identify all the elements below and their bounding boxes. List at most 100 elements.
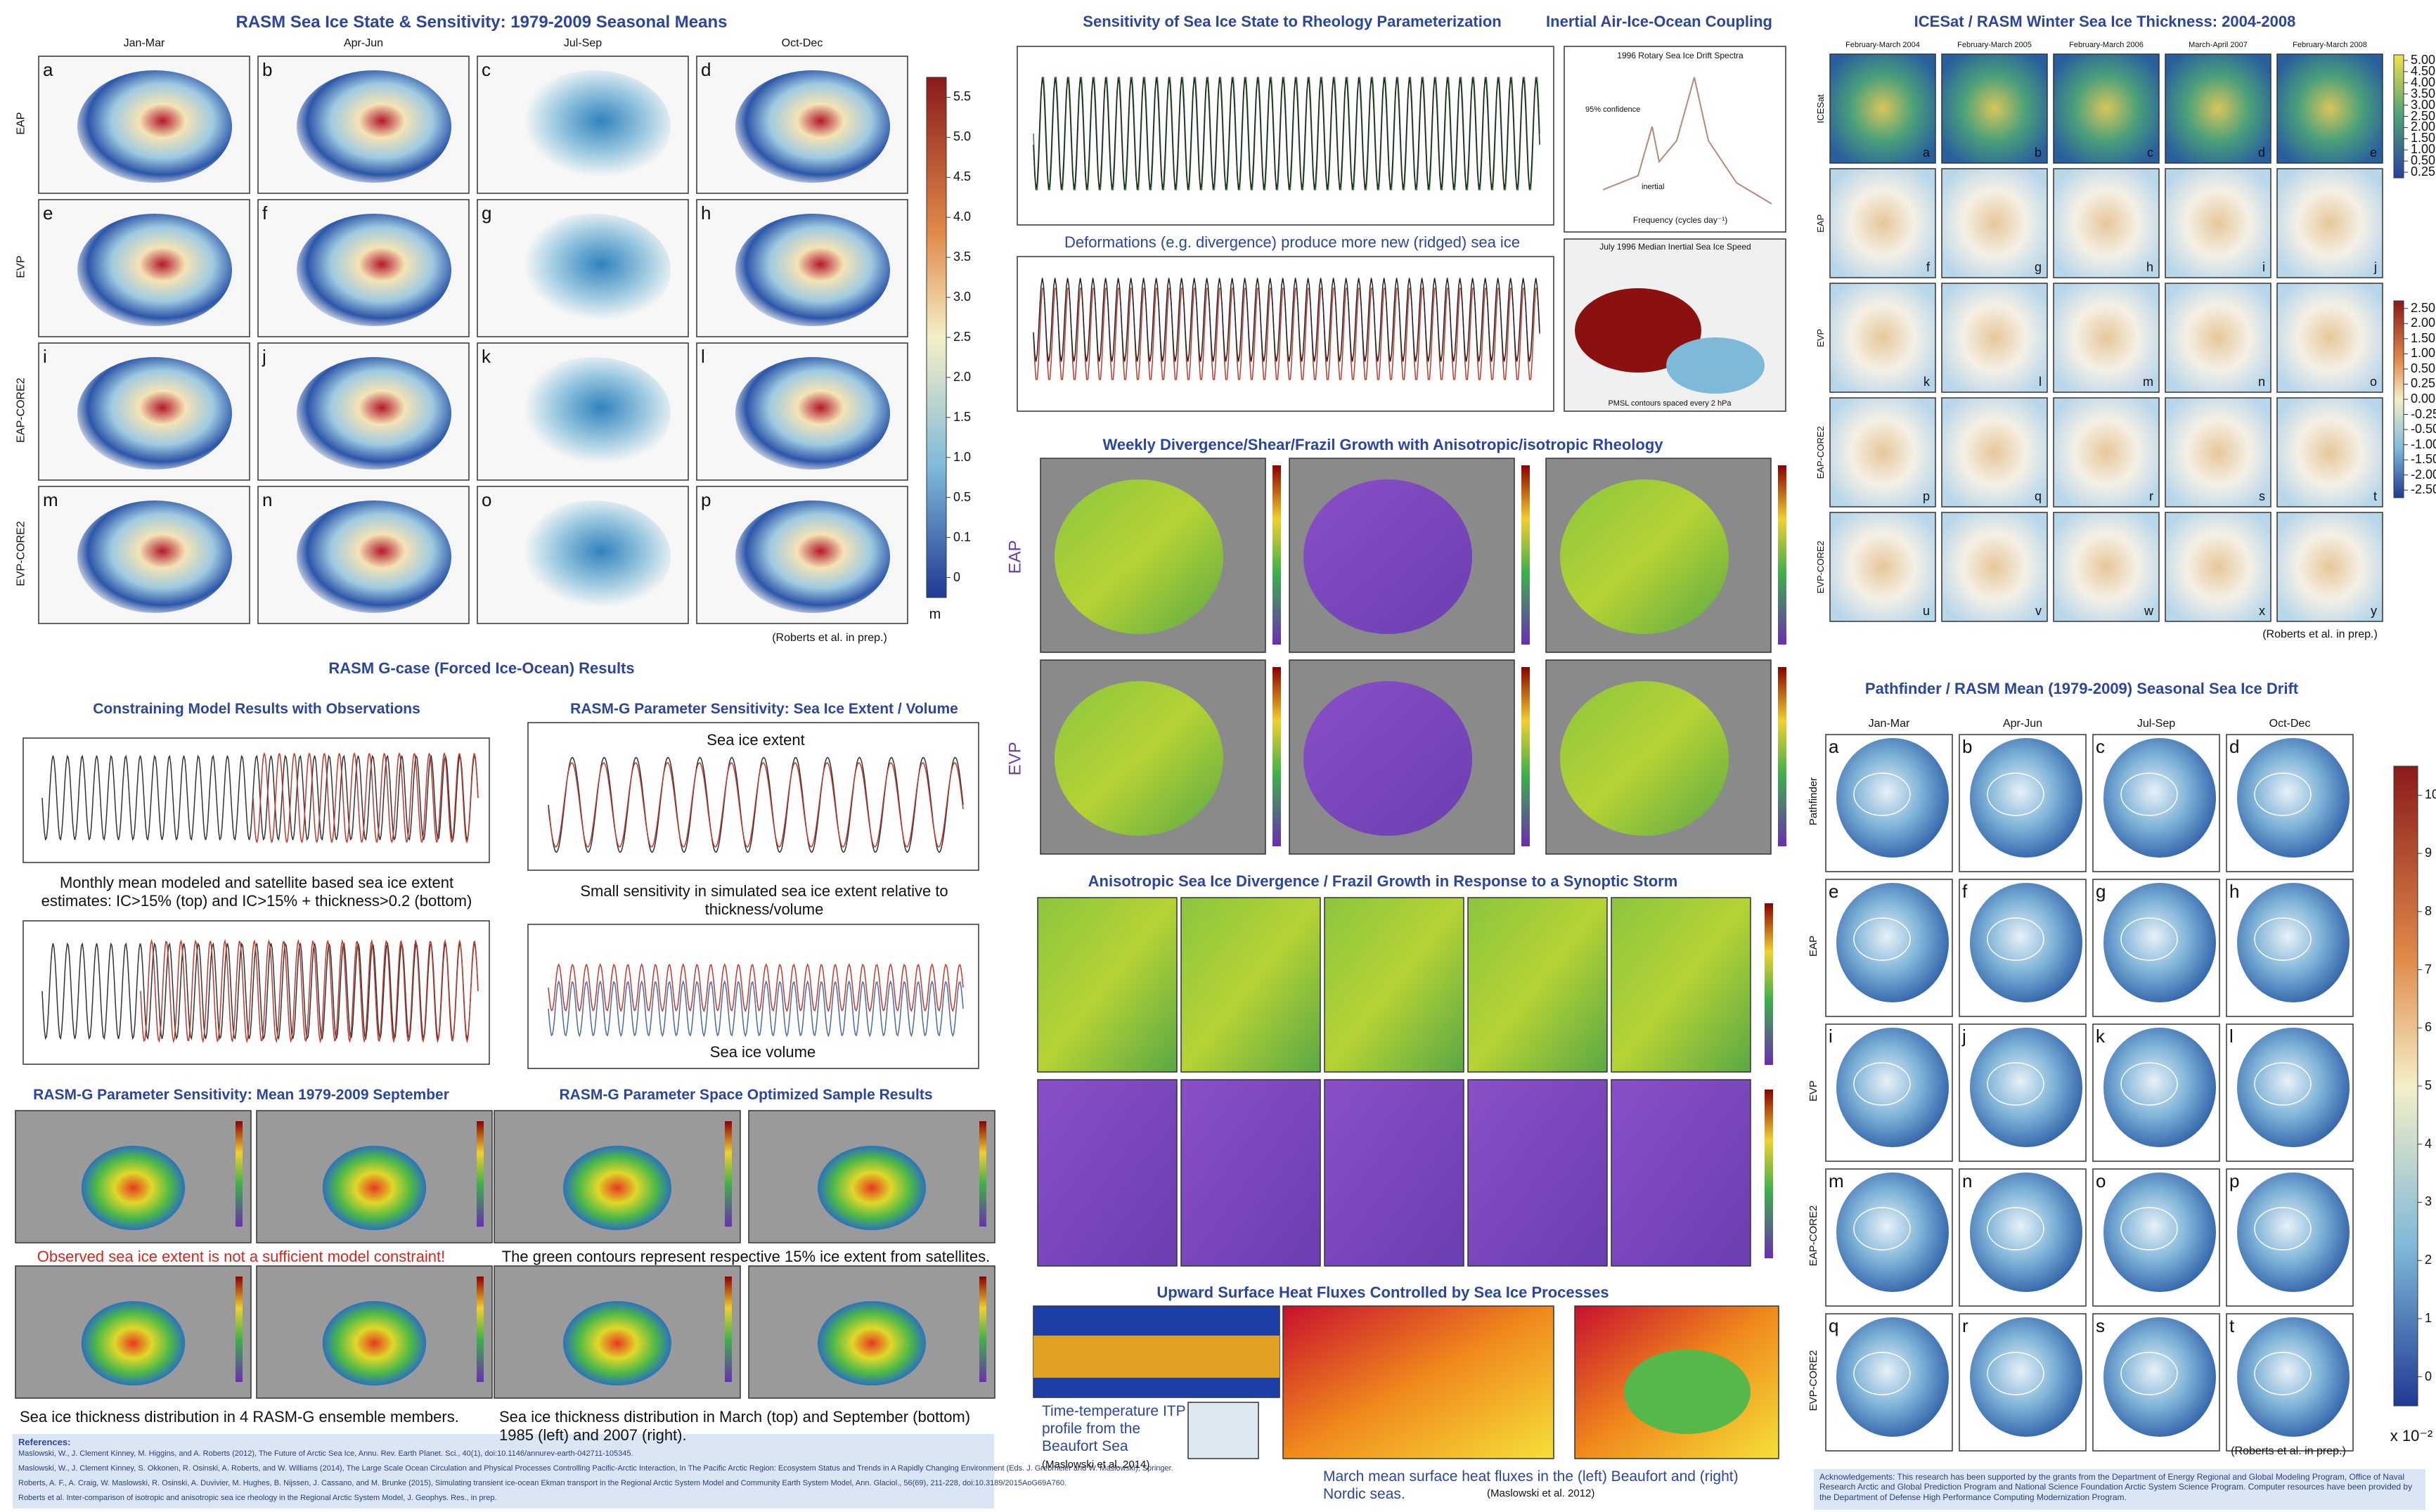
panel-label: n xyxy=(1962,1170,1983,1192)
column-label: Jan-Mar xyxy=(39,37,250,50)
map-field xyxy=(818,1301,926,1385)
row-label: EVP xyxy=(1815,296,1826,380)
column-label: February-March 2006 xyxy=(2051,41,2162,50)
map-colorbar xyxy=(979,1277,986,1382)
panel-label: f xyxy=(262,202,283,224)
panel-label: q xyxy=(1829,1315,1850,1337)
map-panel xyxy=(1325,1080,1464,1266)
panel-label: m xyxy=(43,489,64,511)
map-field xyxy=(77,357,232,470)
map-panel xyxy=(1038,1080,1177,1266)
map-field xyxy=(516,500,671,613)
map-panel xyxy=(1283,1306,1554,1459)
section-title: RASM-G Parameter Space Optimized Sample … xyxy=(500,1086,992,1104)
map-field xyxy=(77,214,232,326)
colorbar-label: 2.00 xyxy=(2411,316,2436,331)
caption: Time-temperature ITP profile from the Be… xyxy=(1042,1402,1190,1456)
panel-label: g xyxy=(482,202,503,224)
row-label: EVP xyxy=(1807,1049,1820,1133)
panel-label: p xyxy=(701,489,722,511)
panel-label: l xyxy=(2021,375,2042,390)
chart-image xyxy=(1564,46,1786,232)
poster: RASM Sea Ice State & Sensitivity: 1979-2… xyxy=(0,0,2436,1512)
panel-label: r xyxy=(2132,489,2153,505)
reference: Maslowski, W., J. Clement Kinney, M. Hig… xyxy=(18,1449,988,1459)
map-field xyxy=(735,214,890,326)
colorbar-label: 0.00 xyxy=(2411,392,2436,407)
caption: Monthly mean modeled and satellite based… xyxy=(39,874,475,911)
chart-title: July 1996 Median Inertial Sea Ice Speed xyxy=(1570,242,1781,252)
section-title: RASM G-case (Forced Ice-Ocean) Results xyxy=(130,659,833,678)
panel-label: c xyxy=(2096,736,2117,758)
map-field xyxy=(1055,479,1223,634)
map-colorbar xyxy=(1765,1090,1773,1258)
colorbar-label: -1.00 xyxy=(2411,437,2436,453)
panel-label: f xyxy=(1909,260,1930,276)
panel-label: s xyxy=(2096,1315,2117,1337)
section-title: Anisotropic Sea Ice Divergence / Frazil … xyxy=(1031,872,1734,891)
colorbar-label: 9 xyxy=(2425,846,2436,861)
panel-label: h xyxy=(2132,260,2153,276)
colorbar-label: 1 xyxy=(2425,1311,2436,1326)
map-field xyxy=(297,70,451,183)
map-colorbar xyxy=(1272,667,1281,846)
column-label: March-April 2007 xyxy=(2163,41,2274,50)
reference: Roberts et al. Inter-comparison of isotr… xyxy=(18,1494,988,1503)
map-field xyxy=(1970,738,2082,858)
column-label: February-March 2008 xyxy=(2274,41,2385,50)
row-label: EVP-CORE2 xyxy=(1807,1338,1820,1423)
map-field xyxy=(297,500,451,613)
colorbar-label: 3.0 xyxy=(953,290,1003,305)
map-field xyxy=(297,214,451,326)
row-label: EAP-CORE2 xyxy=(1807,1194,1820,1278)
panel-label: m xyxy=(2132,375,2153,390)
panel-label: b xyxy=(262,59,283,81)
references-heading: References: xyxy=(18,1437,229,1448)
panel-label: s xyxy=(2244,489,2265,505)
map-colorbar xyxy=(1521,465,1530,645)
map-field xyxy=(77,500,232,613)
map-field xyxy=(1970,1317,2082,1437)
map-field xyxy=(1303,681,1472,836)
map-panel xyxy=(1181,1080,1320,1266)
caption: Sea ice thickness distribution in March … xyxy=(499,1408,991,1445)
row-label: EAP xyxy=(1807,904,1820,988)
map-colorbar xyxy=(477,1121,484,1227)
row-label: EVP-CORE2 xyxy=(1815,525,1826,609)
map-field xyxy=(1055,681,1223,836)
panel-label: e xyxy=(1829,881,1850,903)
map-field xyxy=(1624,1350,1751,1434)
section-title: Weekly Divergence/Shear/Frazil Growth wi… xyxy=(1031,436,1734,454)
map-field xyxy=(1666,337,1765,394)
panel-label: i xyxy=(1829,1026,1850,1047)
map-field xyxy=(563,1146,671,1230)
caption: Deformations (e.g. divergence) produce m… xyxy=(1011,233,1573,252)
panel-label: a xyxy=(1909,146,1930,161)
panel-label: g xyxy=(2096,881,2117,903)
row-label: Pathfinder xyxy=(1807,759,1820,844)
panel-label: n xyxy=(262,489,283,511)
column-label: Jul-Sep xyxy=(477,37,688,50)
map-colorbar xyxy=(1521,667,1530,846)
map-field xyxy=(2103,738,2216,858)
colorbar-label: 0.50 xyxy=(2411,361,2436,377)
colorbar-label: 3.5 xyxy=(953,250,1003,265)
map-field xyxy=(1836,883,1949,1002)
panel-label: l xyxy=(701,346,722,368)
colorbar-label: 0.25 xyxy=(2411,376,2436,392)
map-panel xyxy=(1038,898,1177,1072)
map-panel xyxy=(1611,898,1751,1072)
row-label: ICESat xyxy=(1815,67,1826,151)
map-field xyxy=(1836,1028,1949,1147)
row-label: EAP xyxy=(1006,529,1026,585)
map-field xyxy=(1836,1317,1949,1437)
panel-label: d xyxy=(701,59,722,81)
panel-label: v xyxy=(2021,604,2042,619)
column-label: Apr-Jun xyxy=(1959,717,2086,730)
row-label: EAP-CORE2 xyxy=(1815,411,1826,495)
map-colorbar xyxy=(477,1277,484,1382)
panel-label: i xyxy=(43,346,64,368)
map-field xyxy=(1970,1028,2082,1147)
colorbar-label: 1.5 xyxy=(953,410,1003,425)
panel-label: g xyxy=(2021,260,2042,276)
